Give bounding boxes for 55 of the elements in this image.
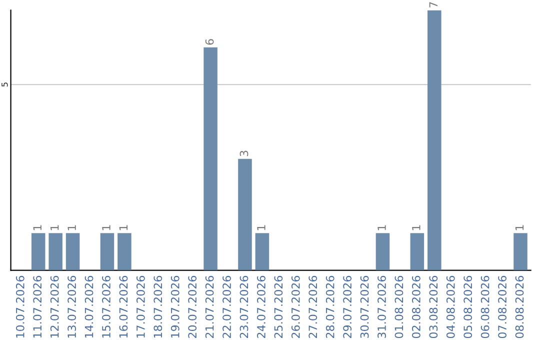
x-tick-label: 20.07.2026 xyxy=(188,276,197,338)
bar xyxy=(100,233,114,270)
bar xyxy=(514,233,528,270)
data-label: 1 xyxy=(515,225,524,230)
data-label: 7 xyxy=(429,2,438,8)
x-tick-label: 23.07.2026 xyxy=(240,276,248,338)
x-tick-label: 12.07.2026 xyxy=(50,276,59,338)
x-tick-label: 29.07.2026 xyxy=(343,276,352,338)
x-tick-label: 03.08.2026 xyxy=(429,276,438,338)
x-tick-label: 05.08.2026 xyxy=(464,276,472,338)
x-tick-label: 24.07.2026 xyxy=(257,276,266,338)
x-tick-label: 16.07.2026 xyxy=(119,276,128,338)
data-label: 6 xyxy=(205,39,214,45)
x-tick-label: 04.08.2026 xyxy=(446,276,455,338)
x-tick-label: 13.07.2026 xyxy=(68,276,76,338)
bar xyxy=(118,233,132,270)
x-tick-label: 28.07.2026 xyxy=(326,276,334,338)
bar xyxy=(428,10,442,270)
data-label: 1 xyxy=(412,225,420,230)
data-label: 1 xyxy=(378,225,386,230)
bar xyxy=(66,233,80,270)
x-tick-label: 18.07.2026 xyxy=(154,276,162,338)
x-tick-label: 08.08.2026 xyxy=(515,276,524,338)
x-tick-label: 17.07.2026 xyxy=(136,276,145,338)
bar xyxy=(48,233,62,270)
x-tick-label: 01.08.2026 xyxy=(394,276,404,338)
x-tick-label: 31.07.2026 xyxy=(378,276,386,338)
x-tick-label: 22.07.2026 xyxy=(222,276,231,338)
data-label: 1 xyxy=(50,225,59,230)
data-label: 1 xyxy=(68,225,76,230)
x-tick-label: 11.07.2026 xyxy=(33,276,42,338)
x-tick-label: 26.07.2026 xyxy=(291,276,300,338)
data-label: 1 xyxy=(33,225,42,230)
bar xyxy=(204,47,218,270)
data-label: 3 xyxy=(240,150,248,156)
bar xyxy=(238,158,252,270)
x-tick-label: 30.07.2026 xyxy=(360,276,369,338)
x-tick-label: 19.07.2026 xyxy=(170,276,180,338)
x-tick-label: 25.07.2026 xyxy=(274,276,283,338)
data-label: 1 xyxy=(102,225,110,230)
bar xyxy=(376,233,390,270)
x-tick-label: 10.07.2026 xyxy=(16,276,24,338)
bar xyxy=(410,233,424,270)
bar xyxy=(31,233,46,270)
bar xyxy=(255,233,270,270)
x-tick-label: 15.07.2026 xyxy=(102,276,110,338)
data-label: 1 xyxy=(257,225,266,230)
data-label: 1 xyxy=(119,225,128,230)
x-tick-label: 14.07.2026 xyxy=(84,276,94,338)
x-tick-label: 27.07.2026 xyxy=(308,276,318,338)
x-tick-label: 07.08.2026 xyxy=(498,276,506,338)
x-tick-label: 06.08.2026 xyxy=(480,276,490,338)
x-tick-label: 21.07.2026 xyxy=(205,276,214,338)
x-tick-label: 02.08.2026 xyxy=(412,276,420,338)
y-tick-label: 5 xyxy=(2,82,8,87)
